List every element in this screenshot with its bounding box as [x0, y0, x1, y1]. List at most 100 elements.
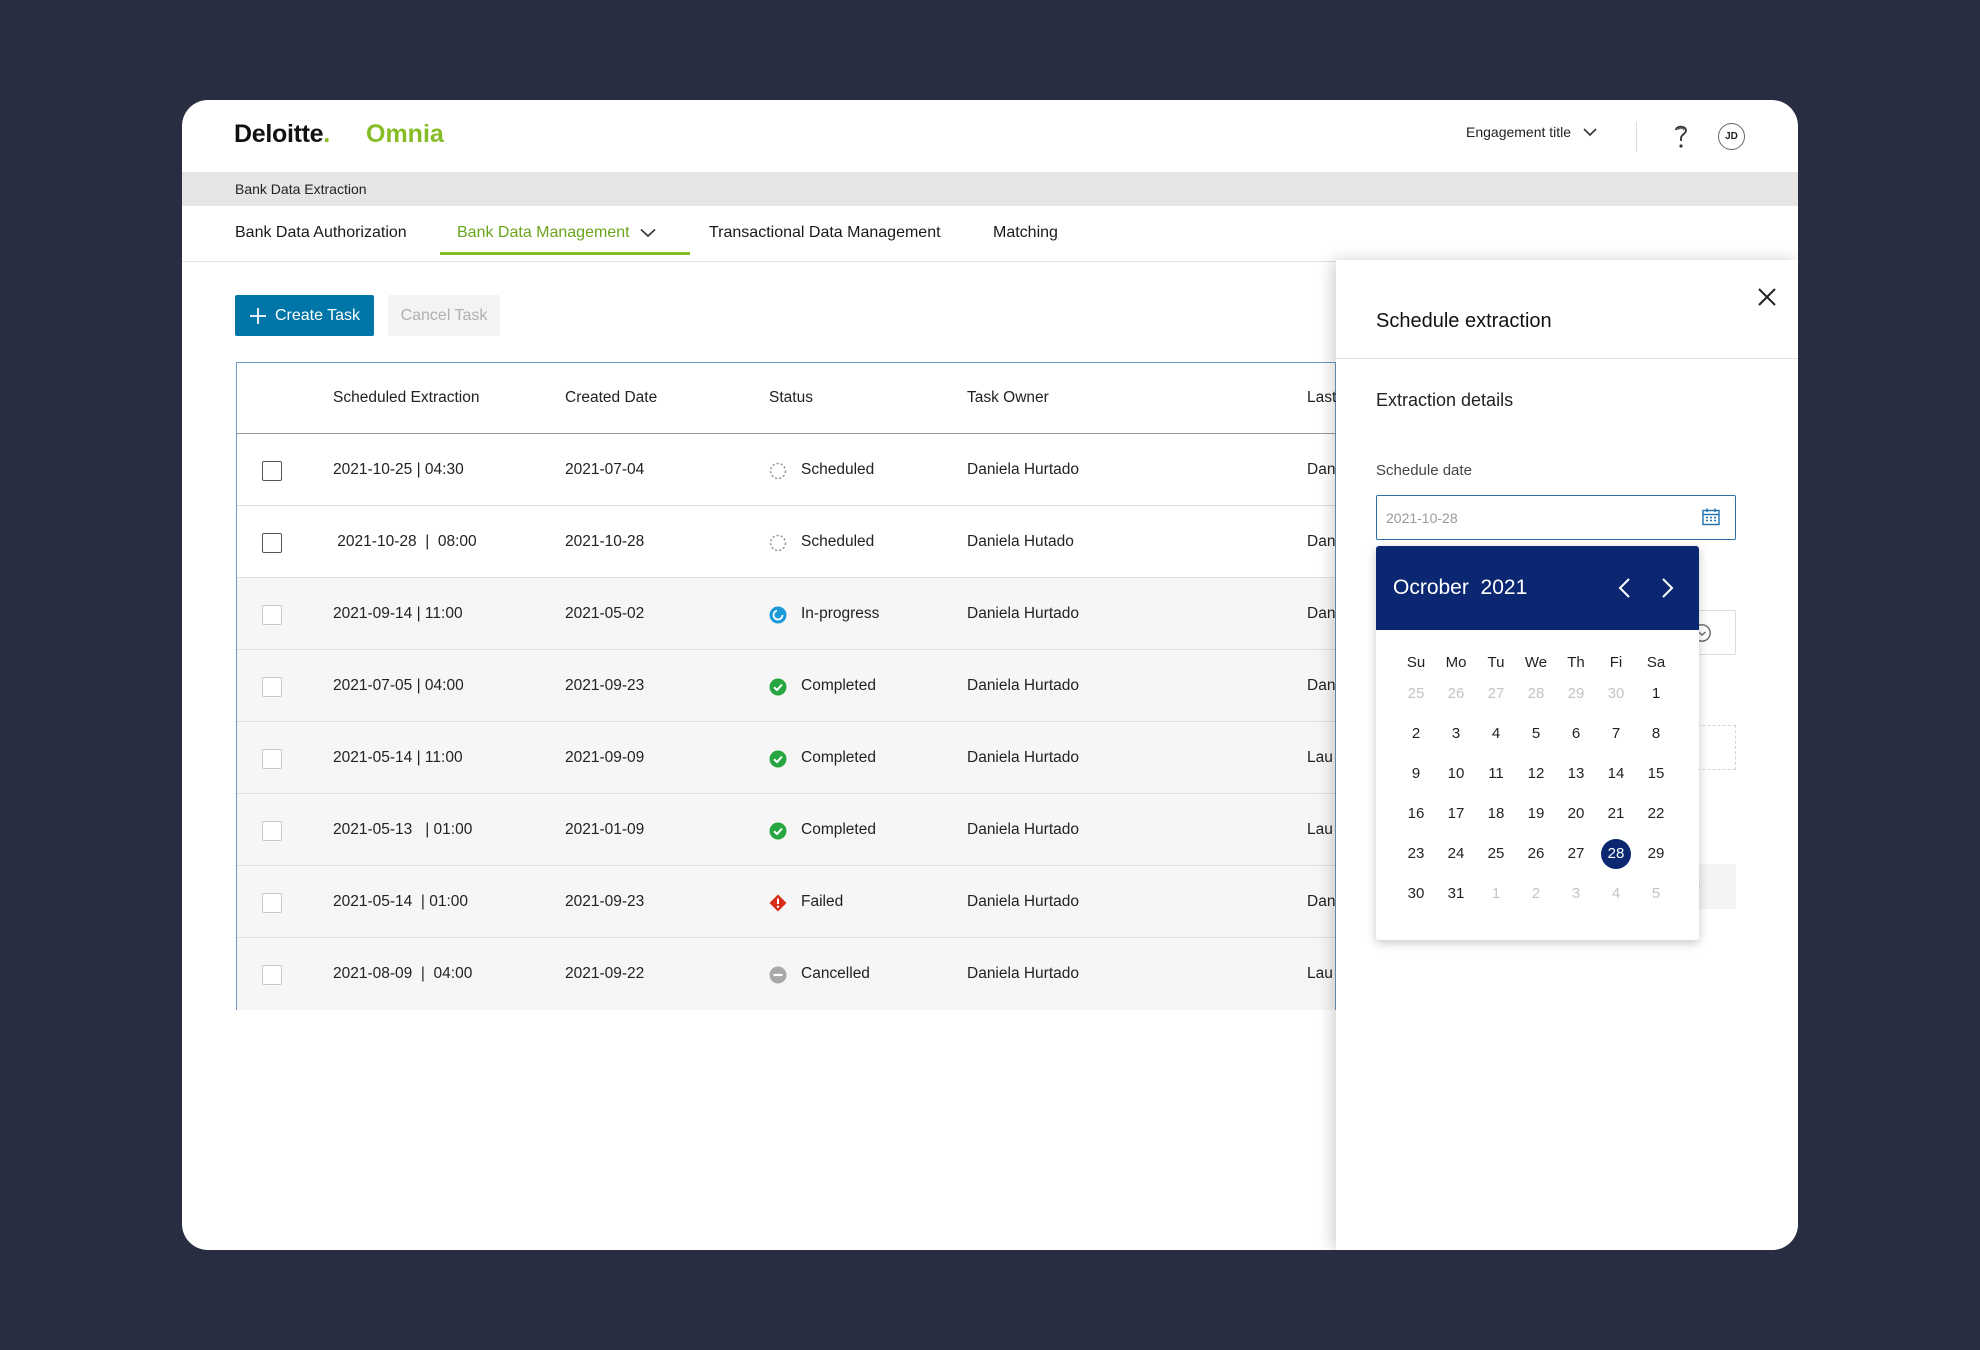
calendar-day[interactable]: 14 [1607, 765, 1625, 782]
table-row[interactable]: 2021-10-25 | 04:30 2021-07-04 Scheduled … [237, 434, 1335, 506]
calendar-day-outside[interactable]: 3 [1571, 885, 1581, 902]
row-checkbox[interactable] [262, 605, 282, 625]
weekday-label: Fi [1609, 654, 1623, 671]
calendar-day[interactable]: 17 [1447, 805, 1465, 822]
col-status[interactable]: Status [769, 389, 813, 406]
calendar-day[interactable]: 15 [1647, 765, 1665, 782]
calendar-day-outside[interactable]: 26 [1447, 685, 1465, 702]
calendar-day[interactable]: 16 [1407, 805, 1425, 822]
schedule-date-value: 2021-10-28 [1386, 510, 1458, 526]
created-date-cell: 2021-09-23 [565, 893, 645, 910]
calendar-day[interactable]: 13 [1567, 765, 1585, 782]
calendar-day[interactable]: 12 [1527, 765, 1545, 782]
scheduled-status-icon [769, 462, 787, 480]
calendar-day-outside[interactable]: 4 [1611, 885, 1621, 902]
last-cell: Lau [1307, 749, 1333, 766]
help-icon[interactable] [1668, 122, 1694, 150]
calendar-day[interactable]: 18 [1487, 805, 1505, 822]
table-row[interactable]: 2021-05-13 | 01:00 2021-01-09 Completed … [237, 794, 1335, 866]
avatar[interactable]: JD [1718, 123, 1745, 150]
table-row[interactable]: 2021-07-05 | 04:00 2021-09-23 Completed … [237, 650, 1335, 722]
weekday-label: Tu [1487, 654, 1505, 671]
calendar-day-outside[interactable]: 28 [1527, 685, 1545, 702]
chevron-right-icon[interactable] [1658, 577, 1676, 599]
calendar-day-outside[interactable]: 25 [1407, 685, 1425, 702]
calendar-day[interactable]: 6 [1571, 725, 1581, 742]
schedule-date-input[interactable]: 2021-10-28 [1376, 495, 1736, 540]
cancelled-status-icon [769, 966, 787, 984]
calendar-day[interactable]: 8 [1651, 725, 1661, 742]
col-created-date[interactable]: Created Date [565, 389, 658, 406]
calendar-day-outside[interactable]: 30 [1607, 685, 1625, 702]
last-cell: Dan [1307, 605, 1336, 622]
tab-bar: Bank Data Authorization Bank Data Manage… [182, 206, 1798, 262]
table-row[interactable]: 2021-09-14 | 11:00 2021-05-02 In-progres… [237, 578, 1335, 650]
col-scheduled-extraction[interactable]: Scheduled Extraction [333, 389, 480, 406]
calendar-day[interactable]: 19 [1527, 805, 1545, 822]
status-cell: In-progress [801, 605, 880, 622]
created-date-cell: 2021-01-09 [565, 821, 645, 838]
row-checkbox[interactable] [262, 677, 282, 697]
calendar-day[interactable]: 11 [1488, 765, 1504, 782]
calendar-day[interactable]: 25 [1487, 845, 1505, 862]
engagement-selector[interactable]: Engagement title [1466, 124, 1597, 140]
status-cell: Completed [801, 677, 876, 694]
row-checkbox[interactable] [262, 893, 282, 913]
row-checkbox[interactable] [262, 461, 282, 481]
row-checkbox[interactable] [262, 749, 282, 769]
row-checkbox[interactable] [262, 533, 282, 553]
calendar-day-outside[interactable]: 27 [1487, 685, 1505, 702]
calendar-day[interactable]: 22 [1647, 805, 1665, 822]
calendar-day[interactable]: 31 [1447, 885, 1465, 902]
calendar-day[interactable]: 29 [1647, 845, 1665, 862]
calendar-day[interactable]: 23 [1407, 845, 1425, 862]
row-checkbox[interactable] [262, 965, 282, 985]
calendar-day[interactable]: 2 [1411, 725, 1421, 742]
row-checkbox[interactable] [262, 821, 282, 841]
calendar-day-outside[interactable]: 29 [1567, 685, 1585, 702]
calendar-day[interactable]: 5 [1531, 725, 1541, 742]
col-last[interactable]: Last [1307, 389, 1337, 406]
tab-transactional-data-management[interactable]: Transactional Data Management [709, 224, 941, 241]
calendar-day-outside[interactable]: 5 [1651, 885, 1661, 902]
created-date-cell: 2021-09-22 [565, 965, 645, 982]
calendar-day[interactable]: 10 [1447, 765, 1465, 782]
calendar-day[interactable]: 21 [1607, 805, 1625, 822]
calendar-day-outside[interactable]: 2 [1531, 885, 1541, 902]
create-task-button[interactable]: Create Task [235, 295, 374, 336]
chevron-down-icon [1583, 127, 1597, 136]
calendar-day[interactable]: 9 [1411, 765, 1421, 782]
brand-dot: . [323, 120, 330, 148]
table-row[interactable]: 2021-10-28 | 08:00 2021-10-28 Scheduled … [237, 506, 1335, 578]
tab-matching[interactable]: Matching [993, 224, 1058, 241]
schedule-date-label: Schedule date [1376, 462, 1472, 479]
close-icon[interactable] [1756, 286, 1778, 308]
calendar-day[interactable]: 28 [1601, 839, 1631, 869]
calendar-day-outside[interactable]: 1 [1491, 885, 1501, 902]
scheduled-extraction-cell: 2021-09-14 | 11:00 [333, 605, 463, 622]
table-row[interactable]: 2021-05-14 | 11:00 2021-09-09 Completed … [237, 722, 1335, 794]
tab-bank-data-management[interactable]: Bank Data Management [457, 224, 656, 242]
table-row[interactable]: 2021-08-09 | 04:00 2021-09-22 Cancelled … [237, 938, 1335, 1010]
chevron-left-icon[interactable] [1616, 577, 1634, 599]
table-row[interactable]: 2021-05-14 | 01:00 2021-09-23 Failed Dan… [237, 866, 1335, 938]
calendar-day[interactable]: 30 [1407, 885, 1425, 902]
panel-divider [1336, 358, 1798, 359]
calendar-day[interactable]: 27 [1567, 845, 1585, 862]
scheduled-extraction-cell: 2021-05-14 | 01:00 [333, 893, 469, 910]
section-title: Extraction details [1376, 390, 1514, 410]
calendar-day[interactable]: 24 [1447, 845, 1465, 862]
calendar-day[interactable]: 4 [1491, 725, 1501, 742]
date-picker: Ocrober 2021 Su Mo Tu We Th Fi Sa 25 26 27 28 29 30… [1376, 546, 1699, 940]
status-cell: Scheduled [801, 533, 875, 550]
calendar-day[interactable]: 20 [1567, 805, 1585, 822]
scheduled-status-icon [769, 534, 787, 552]
col-task-owner[interactable]: Task Owner [967, 389, 1049, 406]
calendar-day[interactable]: 26 [1527, 845, 1545, 862]
tab-bank-data-authorization[interactable]: Bank Data Authorization [235, 224, 407, 241]
calendar-day[interactable]: 7 [1611, 725, 1621, 742]
scheduled-extraction-cell: 2021-05-13 | 01:00 [333, 821, 473, 838]
calendar-day[interactable]: 1 [1651, 685, 1661, 702]
calendar-icon[interactable] [1701, 507, 1721, 527]
calendar-day[interactable]: 3 [1451, 725, 1461, 742]
